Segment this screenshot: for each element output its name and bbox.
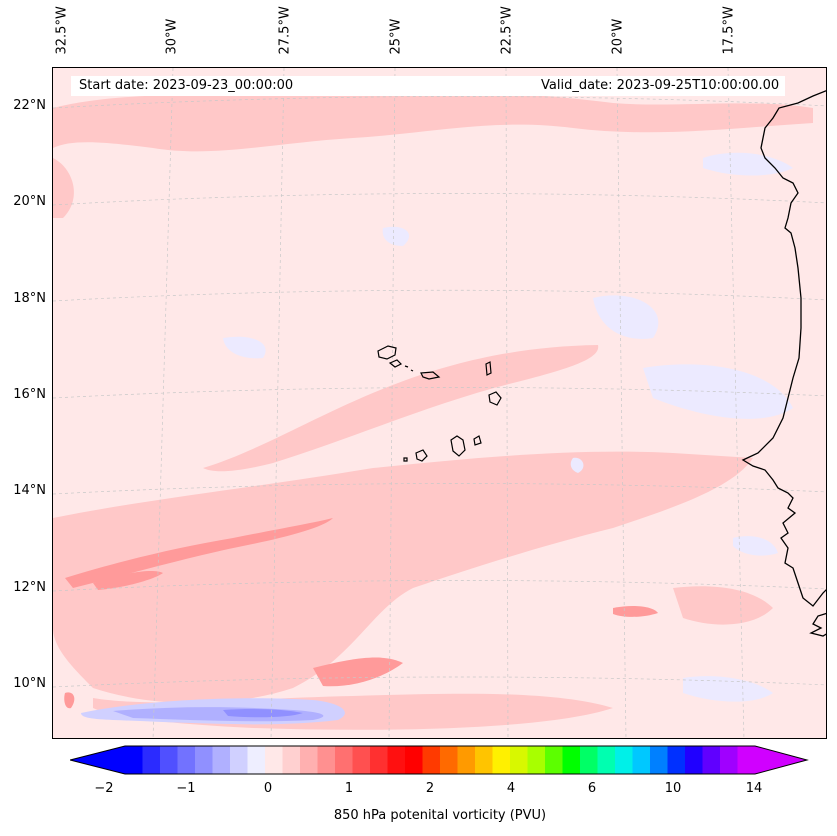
- colorbar-cell: [597, 746, 616, 774]
- pv-positive-contours: [53, 91, 813, 730]
- start-date-label: Start date: 2023-09-23_00:00:00: [71, 76, 559, 96]
- longitude-label: 25°W: [388, 18, 404, 55]
- colorbar-cell: [702, 746, 721, 774]
- pv-negative-contours: [223, 152, 793, 702]
- colorbar-cell: [720, 746, 739, 774]
- colorbar-cell: [737, 746, 756, 774]
- colorbar-tick-label: −2: [94, 781, 114, 796]
- latitude-label: 14°N: [13, 483, 46, 498]
- colorbar-cell: [527, 746, 546, 774]
- colorbar-cell: [650, 746, 669, 774]
- cape-verde-islands: [377, 345, 502, 462]
- map-panel[interactable]: Start date: 2023-09-23_00:00:00 Valid_da…: [52, 67, 827, 739]
- latitude-label: 18°N: [13, 291, 46, 306]
- colorbar-cell: [510, 746, 529, 774]
- colorbar-cell: [212, 746, 231, 774]
- latitude-label: 20°N: [13, 194, 46, 209]
- colorbar-cell: [230, 746, 249, 774]
- colorbar: [70, 745, 809, 775]
- pv-negative-band: [81, 698, 345, 725]
- longitude-label: 32.5°W: [54, 6, 70, 55]
- latitude-label: 10°N: [13, 676, 46, 691]
- colorbar-cell: [142, 746, 161, 774]
- colorbar-cell: [177, 746, 196, 774]
- colorbar-cell: [457, 746, 476, 774]
- colorbar-cell: [615, 746, 634, 774]
- colorbar-cell: [422, 746, 441, 774]
- coastline: [741, 90, 826, 637]
- colorbar-tick-label: −1: [176, 781, 196, 796]
- longitude-label: 20°W: [610, 18, 626, 55]
- colorbar-cell: [685, 746, 704, 774]
- colorbar-cell: [580, 746, 599, 774]
- valid-date-label: Valid_date: 2023-09-25T10:00:00.00: [541, 76, 786, 96]
- colorbar-cell: [335, 746, 354, 774]
- colorbar-tick-label: 6: [587, 781, 597, 796]
- colorbar-cell: [667, 746, 686, 774]
- colorbar-cell: [632, 746, 651, 774]
- colorbar-cell: [265, 746, 284, 774]
- colorbar-tick-label: 0: [263, 781, 273, 796]
- colorbar-cell: [160, 746, 179, 774]
- longitude-label: 27.5°W: [277, 6, 293, 55]
- longitude-label: 22.5°W: [499, 6, 515, 55]
- longitude-label: 17.5°W: [721, 6, 737, 55]
- potential-vorticity-field: [53, 68, 826, 738]
- colorbar-cell: [387, 746, 406, 774]
- colorbar-cell: [317, 746, 336, 774]
- longitude-label: 30°W: [164, 18, 180, 55]
- colorbar-cell: [405, 746, 424, 774]
- colorbar-title: 850 hPa potenital vorticity (PVU): [333, 808, 547, 823]
- colorbar-cells: [125, 746, 756, 774]
- graticule: [53, 68, 826, 738]
- colorbar-tick-label: 4: [506, 781, 516, 796]
- colorbar-cell: [562, 746, 581, 774]
- colorbar-over-arrow: [755, 746, 807, 774]
- colorbar-cell: [125, 746, 144, 774]
- latitude-label: 12°N: [13, 580, 46, 595]
- latitude-label: 22°N: [13, 98, 46, 113]
- colorbar-cell: [440, 746, 459, 774]
- colorbar-cell: [492, 746, 511, 774]
- colorbar-cell: [370, 746, 389, 774]
- colorbar-tick-label: 2: [425, 781, 435, 796]
- colorbar-tick-label: 14: [745, 781, 763, 796]
- colorbar-cell: [247, 746, 266, 774]
- colorbar-cell: [545, 746, 564, 774]
- latitude-label: 16°N: [13, 387, 46, 402]
- colorbar-tick-label: 10: [664, 781, 682, 796]
- colorbar-cell: [195, 746, 214, 774]
- colorbar-cell: [282, 746, 301, 774]
- colorbar-cell: [300, 746, 319, 774]
- colorbar-cell: [475, 746, 494, 774]
- colorbar-under-arrow: [70, 746, 125, 774]
- colorbar-outline: [70, 745, 809, 775]
- colorbar-cell: [352, 746, 371, 774]
- colorbar-tick-label: 1: [344, 781, 354, 796]
